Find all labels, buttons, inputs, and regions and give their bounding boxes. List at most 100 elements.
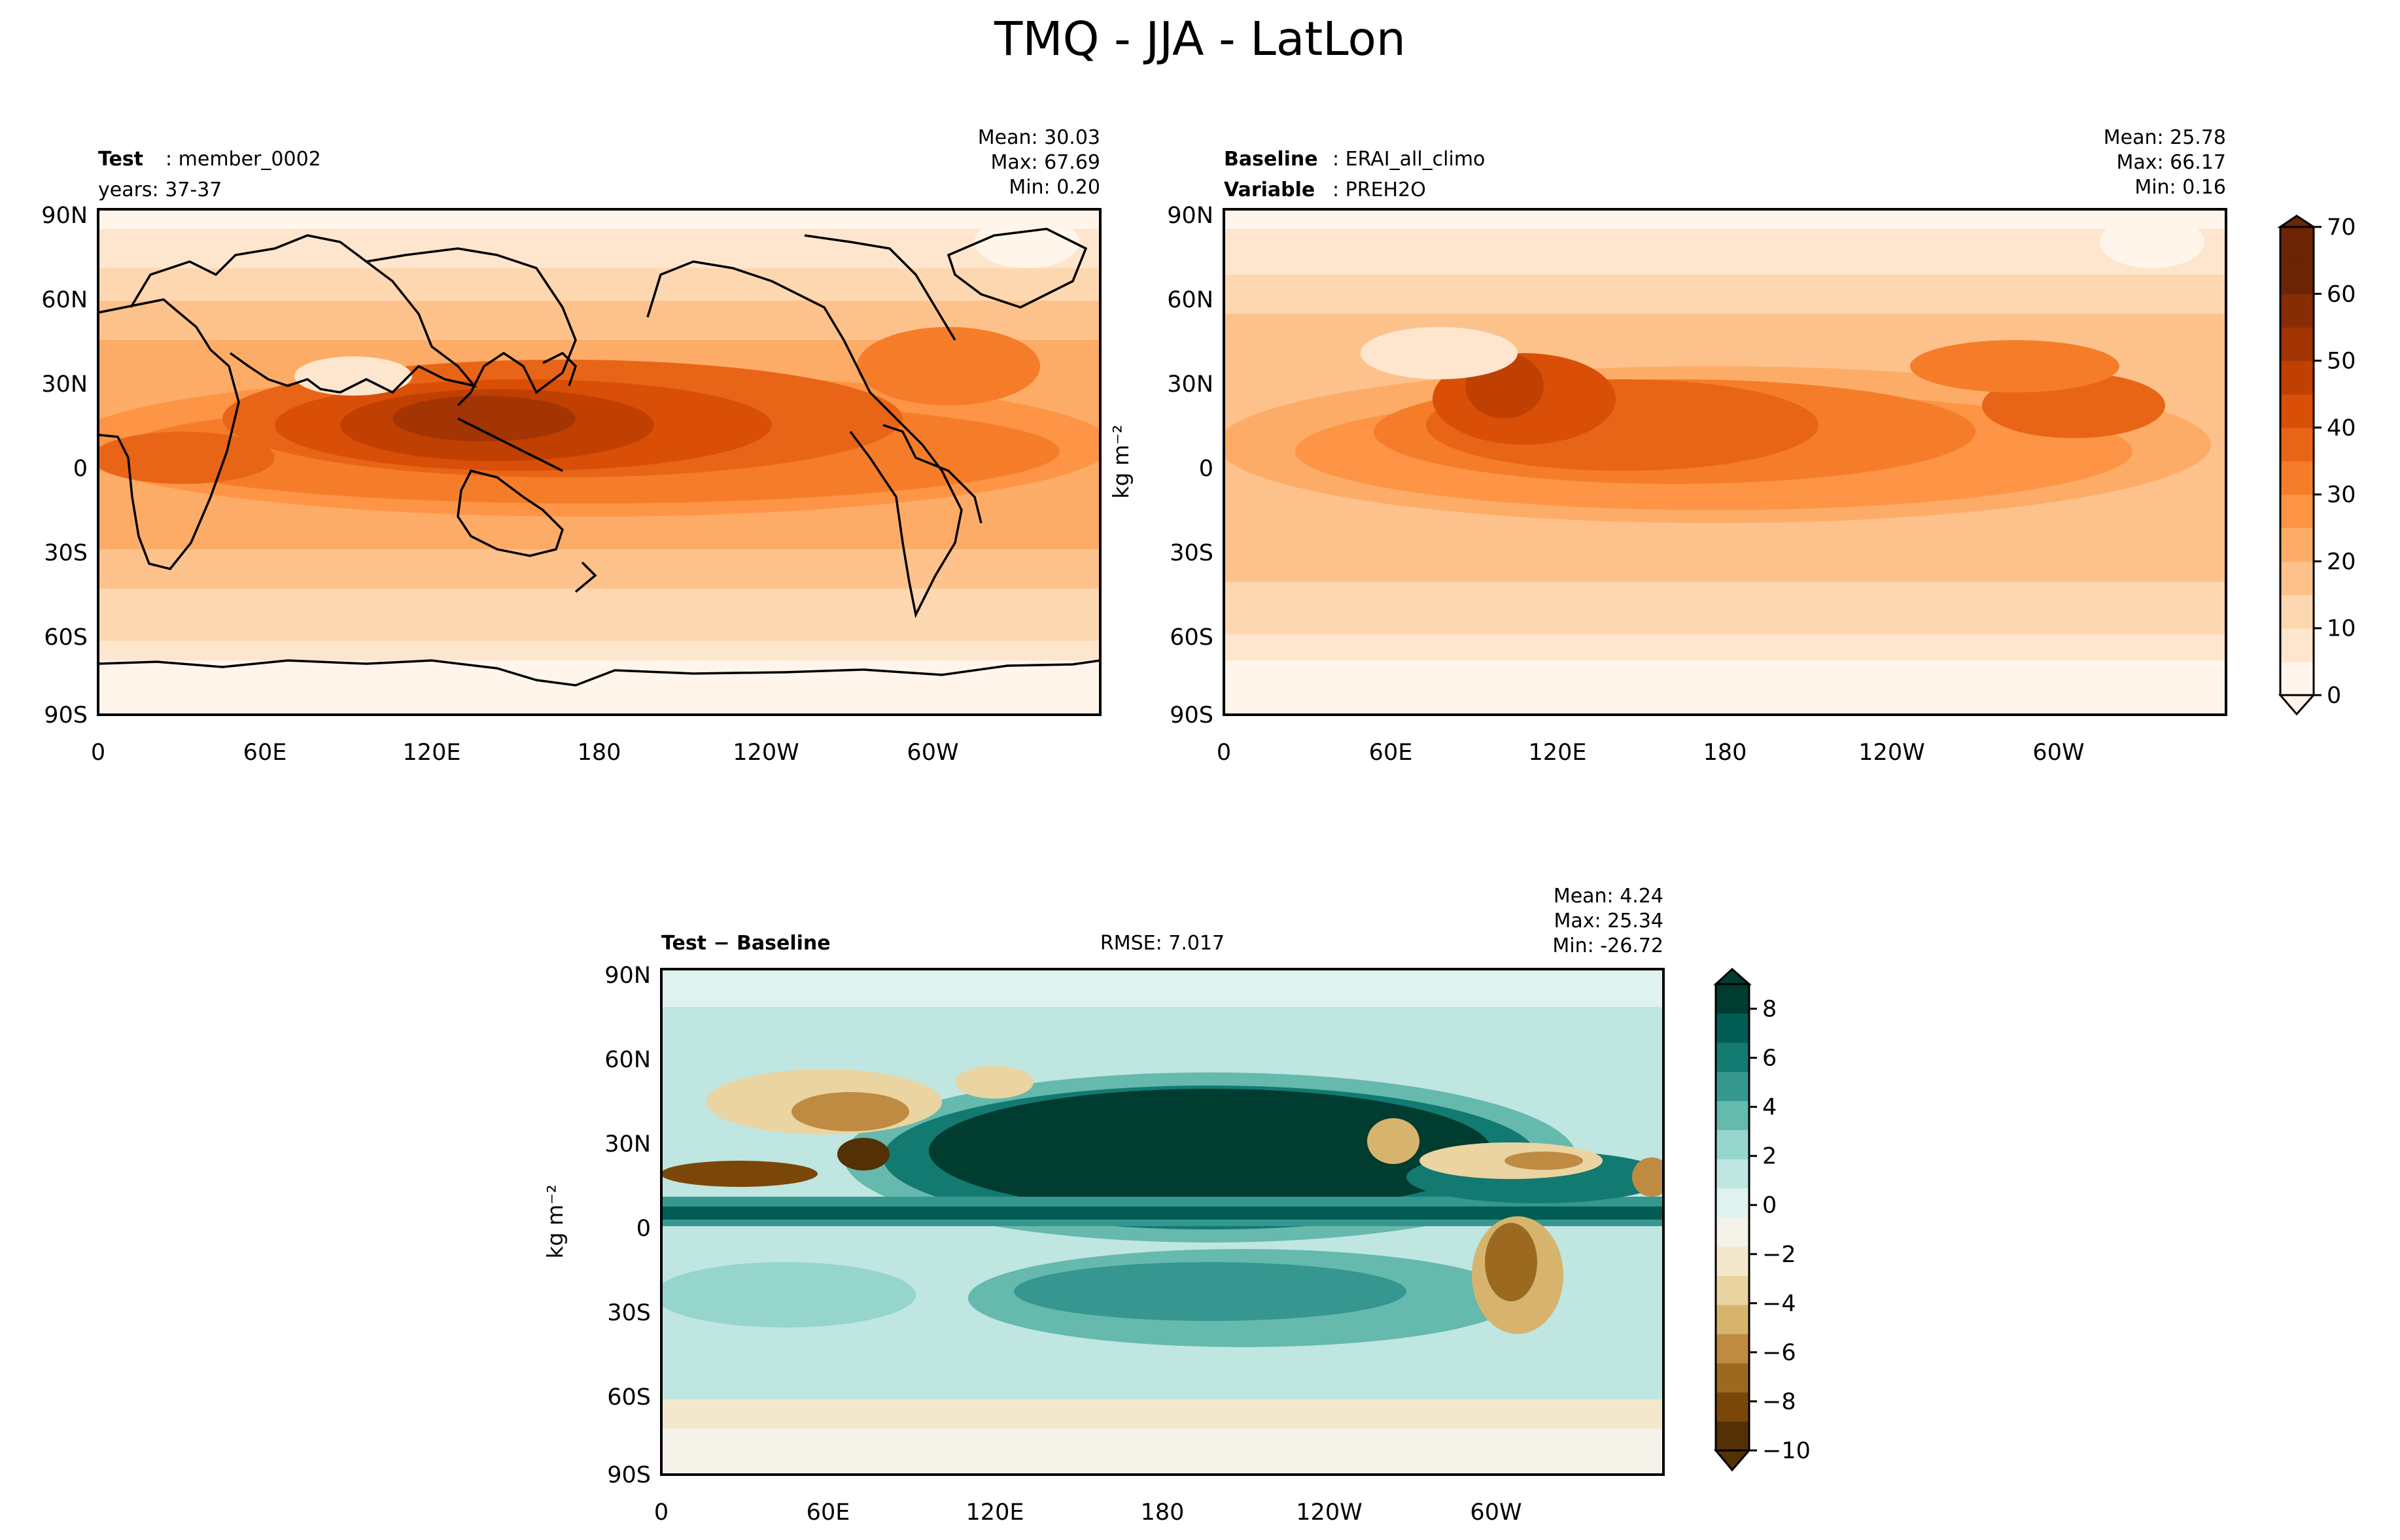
- colorbar-diff: 8 6 4 2 0 −2 −4 −6 −8 −10: [1713, 967, 1811, 1472]
- baseline-label-value2: : PREH2O: [1332, 179, 1426, 201]
- colorbar-diff-segment: [1716, 1013, 1749, 1043]
- colorbar-diff-tick-label: 0: [1762, 1193, 1777, 1219]
- colorbar-main-segment: [2280, 594, 2314, 629]
- test-lat-tick: 30N: [41, 371, 88, 398]
- colorbar-main-tick-label: 50: [2327, 349, 2356, 375]
- test-lon-tick: 60W: [907, 740, 958, 766]
- colorbar-diff-segment: [1716, 1188, 1749, 1218]
- colorbar-main-segment: [2280, 394, 2314, 428]
- diff-lon-tick: 60W: [1470, 1499, 1522, 1526]
- test-coastlines: [98, 228, 1100, 687]
- diff-stat-min: Min: -26.72: [1552, 934, 1663, 957]
- colorbar-diff-segment: [1716, 1042, 1749, 1072]
- baseline-label-bold: Baseline: [1224, 148, 1318, 171]
- baseline-stat-min: Min: 0.16: [2134, 176, 2226, 199]
- diff-lat-tick: 0: [636, 1216, 651, 1242]
- baseline-lat-tick: 30S: [1170, 540, 1213, 566]
- colorbar-diff-segment: [1716, 1421, 1749, 1451]
- baseline-lat-tick: 90S: [1170, 702, 1213, 728]
- diff-lon-tick: 120W: [1296, 1499, 1362, 1526]
- colorbar-diff-segment: [1716, 1305, 1749, 1335]
- colorbar-main-tick-label: 40: [2327, 415, 2356, 441]
- colorbar-main-segment: [2280, 661, 2314, 696]
- test-lon-tick: 120E: [403, 740, 461, 766]
- colorbar-main-segment: [2280, 360, 2314, 395]
- colorbar-diff-tick-label: −4: [1762, 1291, 1796, 1317]
- test-lon-tick: 180: [578, 740, 621, 766]
- diff-lon-tick: 180: [1141, 1499, 1185, 1526]
- colorbar-main-segment: [2280, 461, 2314, 495]
- diff-lat-tick: 90S: [607, 1462, 651, 1488]
- colorbar-main-tick-label: 30: [2327, 482, 2356, 508]
- colorbar-diff-tick-label: −6: [1762, 1340, 1796, 1366]
- colorbar-main-segment: [2280, 260, 2314, 294]
- baseline-label-value: : ERAI_all_climo: [1332, 148, 1485, 171]
- diff-lat-tick: 30N: [604, 1131, 651, 1157]
- colorbar-main-tick-label: 60: [2327, 281, 2356, 307]
- test-stat-max: Max: 67.69: [990, 151, 1100, 174]
- diff-lat-tick: 30S: [607, 1300, 651, 1326]
- colorbar-main-segment: [2280, 528, 2314, 562]
- colorbar-diff-frame: [1714, 983, 1750, 1452]
- colorbar-diff-segment: [1716, 1217, 1749, 1247]
- baseline-map-field: [1224, 209, 2226, 715]
- colorbar-main-tick-label: 20: [2327, 549, 2356, 575]
- diff-lon-tick: 60E: [807, 1499, 850, 1526]
- colorbar-diff-extend-bottom: [1713, 1449, 1752, 1472]
- colorbar-main-segment: [2280, 494, 2314, 528]
- colorbar-diff-tick-label: −8: [1762, 1389, 1796, 1415]
- baseline-lon-tick: 60W: [2032, 740, 2084, 766]
- figure-title: TMQ - JJA - LatLon: [994, 12, 1406, 66]
- colorbar-main-tick-label: 70: [2327, 214, 2356, 241]
- baseline-lon-tick: 0: [1217, 740, 1231, 766]
- colorbar-main-extend-top: [2277, 214, 2318, 228]
- diff-label-bold: Test − Baseline: [661, 932, 831, 955]
- test-lat-tick: 60S: [44, 625, 88, 651]
- colorbar-diff-tick-label: −10: [1762, 1438, 1811, 1464]
- test-lon-tick: 60E: [243, 740, 287, 766]
- colorbar-diff-segments: [1716, 984, 1749, 1451]
- baseline-lat-tick: 60S: [1170, 625, 1213, 651]
- test-stat-mean: Mean: 30.03: [978, 126, 1100, 149]
- test-label-bold: Test: [98, 148, 143, 171]
- test-lat-ticks: 90N 60N 30N 0 30S 60S 90S: [41, 203, 88, 728]
- diff-lon-tick: 0: [654, 1499, 669, 1526]
- colorbar-main-extend-bottom: [2278, 694, 2316, 716]
- diff-rmse: RMSE: 7.017: [1100, 932, 1225, 955]
- test-label-value: : member_0002: [165, 148, 321, 171]
- test-lat-tick: 90S: [44, 702, 88, 728]
- baseline-stat-mean: Mean: 25.78: [2104, 126, 2226, 149]
- baseline-lat-tick: 60N: [1167, 287, 1213, 313]
- diff-lat-tick: 60N: [604, 1047, 651, 1073]
- colorbar-diff-tick-label: −2: [1762, 1242, 1796, 1268]
- colorbar-main-segment: [2280, 294, 2314, 328]
- colorbar-main-tick-label: 10: [2327, 616, 2356, 642]
- colorbar-main-segment: [2280, 427, 2314, 462]
- colorbar-diff-tick-label: 2: [1762, 1144, 1777, 1170]
- baseline-lon-tick: 180: [1703, 740, 1747, 766]
- colorbar-diff-segment: [1716, 1071, 1749, 1101]
- colorbar-diff-tick-label: 6: [1762, 1046, 1777, 1072]
- test-lon-tick: 0: [91, 740, 105, 766]
- test-map-field: [98, 209, 1100, 715]
- test-lon-tick: 120W: [733, 740, 799, 766]
- test-label-years: years: 37-37: [98, 179, 222, 201]
- diff-stat-mean: Mean: 4.24: [1554, 885, 1663, 908]
- colorbar-diff-segment: [1716, 1159, 1749, 1189]
- diff-lat-tick: 60S: [607, 1384, 651, 1411]
- diff-map-field: [661, 969, 1663, 1475]
- colorbar-main-segments: [2280, 227, 2314, 696]
- colorbar-diff-segment: [1716, 1363, 1749, 1393]
- baseline-lon-tick: 120W: [1858, 740, 1924, 766]
- colorbar-diff-tick-label: 8: [1762, 997, 1777, 1023]
- colorbar-diff-segment: [1716, 1392, 1749, 1422]
- colorbar-diff-ticks: 8 6 4 2 0 −2 −4 −6 −8 −10: [1749, 997, 1811, 1464]
- colorbar-main-tick-label: 0: [2327, 683, 2341, 709]
- colorbar-main: 70 60 50 40 30 20 10 0: [2277, 214, 2356, 716]
- baseline-lon-tick: 60E: [1369, 740, 1413, 766]
- baseline-ylabel: kg m⁻²: [1108, 424, 1134, 498]
- baseline-label-bold2: Variable: [1224, 179, 1315, 201]
- test-lat-tick: 0: [73, 456, 88, 482]
- diff-ylabel: kg m⁻²: [542, 1184, 568, 1258]
